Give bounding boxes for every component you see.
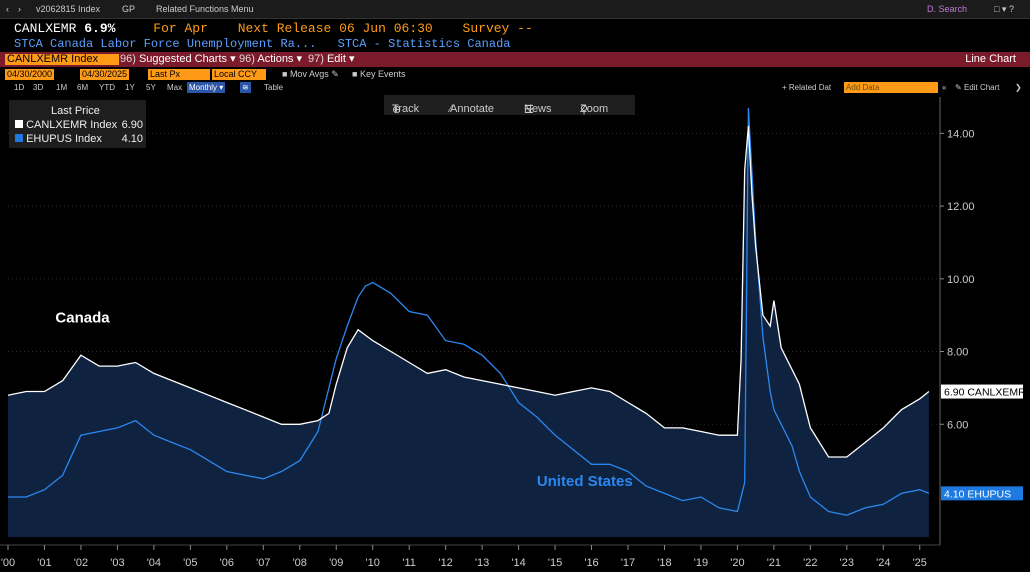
- edit-menu[interactable]: 97) Edit ▾: [308, 53, 355, 65]
- x-tick-label: '02: [74, 557, 88, 569]
- range-button-3d[interactable]: 3D: [33, 83, 44, 92]
- magnifier-icon: ⚲: [580, 104, 589, 116]
- suggested-charts-menu[interactable]: 96) Suggested Charts ▾: [120, 53, 236, 65]
- security-field[interactable]: v2062815 Index: [36, 4, 101, 14]
- canada-area: [8, 126, 929, 537]
- pencil-icon: ∕: [450, 103, 452, 115]
- last-value-tag-us: 4.10 EHUPUS: [944, 488, 1011, 500]
- legend-swatch: [15, 120, 23, 128]
- mov-avgs-toggle[interactable]: ■ Mov Avgs ✎: [282, 69, 339, 79]
- x-tick-label: '17: [621, 557, 635, 569]
- range-button-1y[interactable]: 1Y: [125, 83, 135, 92]
- x-tick-label: '10: [366, 557, 380, 569]
- x-tick-label: '00: [1, 557, 15, 569]
- range-bar: 1D 3D 1M 6M YTD 1Y 5Y Max Monthly ▾ ≋ Table + R…: [0, 82, 1030, 94]
- add-data-input[interactable]: Add Data: [844, 82, 938, 93]
- chart-icon-button[interactable]: ≋: [240, 82, 251, 93]
- data-source: STCA - Statistics Canada: [337, 37, 511, 51]
- range-button-max[interactable]: Max: [167, 83, 183, 92]
- range-button-ytd[interactable]: YTD: [99, 83, 115, 92]
- range-button-1m[interactable]: 1M: [56, 83, 68, 92]
- series-description: STCA Canada Labor Force Unemployment Ra.…: [14, 37, 317, 51]
- x-tick-label: '21: [767, 557, 781, 569]
- range-button-5y[interactable]: 5Y: [146, 83, 156, 92]
- x-tick-label: '07: [256, 557, 270, 569]
- controls-bar: 04/30/2000 04/30/2025 Last Px Local CCY …: [0, 69, 1030, 81]
- annotation-canada: Canada: [55, 309, 110, 326]
- start-date-input[interactable]: 04/30/2000: [5, 69, 55, 80]
- chart-menu-icon[interactable]: ❯: [1015, 83, 1022, 92]
- ticker: CANLXEMR: [14, 21, 77, 36]
- x-tick-label: '14: [511, 557, 525, 569]
- x-tick-label: '04: [147, 557, 161, 569]
- legend-row-us: EHUPUS Index 4.10: [15, 133, 143, 145]
- legend: Last Price CANLXEMR Index 6.90 EHUPUS In…: [9, 100, 146, 148]
- last-value: 6.9%: [84, 21, 116, 36]
- x-tick-label: '23: [840, 557, 854, 569]
- x-tick-label: '13: [475, 557, 489, 569]
- function-field[interactable]: GP: [122, 4, 136, 14]
- x-tick-label: '19: [694, 557, 708, 569]
- x-tick-label: '08: [293, 557, 307, 569]
- next-release: Next Release 06 Jun 06:30: [237, 21, 433, 36]
- news-icon: ☰: [524, 104, 534, 116]
- period: For Apr: [153, 21, 208, 36]
- x-tick-label: '20: [730, 557, 744, 569]
- x-tick-label: '25: [913, 557, 927, 569]
- y-tick-label: 12.00: [947, 201, 975, 213]
- crosshair-icon: ⊕: [392, 104, 402, 116]
- key-events-toggle[interactable]: ■ Key Events: [352, 69, 406, 79]
- chart-type-label: Line Chart: [965, 53, 1016, 65]
- quote-header: CANLXEMR 6.9% For Apr Next Release 06 Ju…: [14, 21, 533, 36]
- series-line-canada: [7, 126, 930, 458]
- legend-title: Last Price: [51, 105, 100, 117]
- back-icon[interactable]: ‹: [6, 4, 9, 14]
- legend-swatch: [15, 134, 23, 142]
- top-toolbar: ‹ › v2062815 Index GP Related Functions …: [0, 0, 1030, 19]
- x-tick-label: '11: [402, 557, 416, 569]
- forward-icon[interactable]: ›: [18, 4, 21, 14]
- x-tick-label: '15: [548, 557, 562, 569]
- field-selector[interactable]: Last Px: [148, 69, 210, 80]
- y-tick-label: 8.00: [947, 347, 968, 359]
- chart-menu-bar: CANLXEMR Index 96) Suggested Charts ▾ 96…: [0, 52, 1030, 67]
- range-button-6m[interactable]: 6M: [77, 83, 89, 92]
- edit-chart-button[interactable]: ✎ Edit Chart: [955, 83, 1000, 92]
- end-date-input[interactable]: 04/30/2025: [80, 69, 130, 80]
- annotation-us: United States: [537, 473, 633, 490]
- x-tick-label: '01: [37, 557, 51, 569]
- x-tick-label: '03: [110, 557, 124, 569]
- x-tick-label: '16: [584, 557, 598, 569]
- survey: Survey --: [462, 21, 533, 36]
- x-tick-label: '22: [803, 557, 817, 569]
- y-tick-label: 6.00: [947, 419, 968, 431]
- x-tick-label: '05: [183, 557, 197, 569]
- description-line: STCA Canada Labor Force Unemployment Ra.…: [14, 37, 510, 51]
- related-data-button[interactable]: + Related Dat: [782, 83, 832, 92]
- y-tick-label: 10.00: [947, 274, 975, 286]
- frequency-selector[interactable]: Monthly ▾: [187, 82, 226, 93]
- last-value-tag-us-bg: [941, 486, 1023, 501]
- range-button-1d[interactable]: 1D: [14, 83, 25, 92]
- chart-tools: ⊕ Track ∕ Annotate ☰ News ⚲ Zoom: [384, 95, 635, 116]
- related-functions-menu[interactable]: Related Functions Menu: [156, 4, 254, 14]
- x-tick-label: '18: [657, 557, 671, 569]
- index-field[interactable]: CANLXEMR Index: [5, 54, 119, 65]
- x-tick-label: '12: [438, 557, 452, 569]
- x-tick-label: '06: [220, 557, 234, 569]
- y-tick-label: 14.00: [947, 128, 975, 140]
- legend-row-canada: CANLXEMR Index 6.90: [15, 119, 143, 131]
- last-value-tag-canada-bg: [941, 384, 1023, 399]
- series-line-us: [8, 107, 930, 516]
- currency-selector[interactable]: Local CCY: [212, 69, 266, 80]
- x-tick-label: '09: [329, 557, 343, 569]
- collapse-icon[interactable]: «: [942, 83, 947, 92]
- actions-menu[interactable]: 96) Actions ▾: [239, 53, 303, 65]
- window-controls-icon[interactable]: □ ▾ ?: [994, 4, 1014, 14]
- table-button[interactable]: Table: [264, 83, 284, 92]
- x-tick-label: '24: [876, 557, 890, 569]
- last-value-tag-canada: 6.90 CANLXEMR: [944, 387, 1026, 399]
- search-link[interactable]: D. Search: [927, 4, 968, 14]
